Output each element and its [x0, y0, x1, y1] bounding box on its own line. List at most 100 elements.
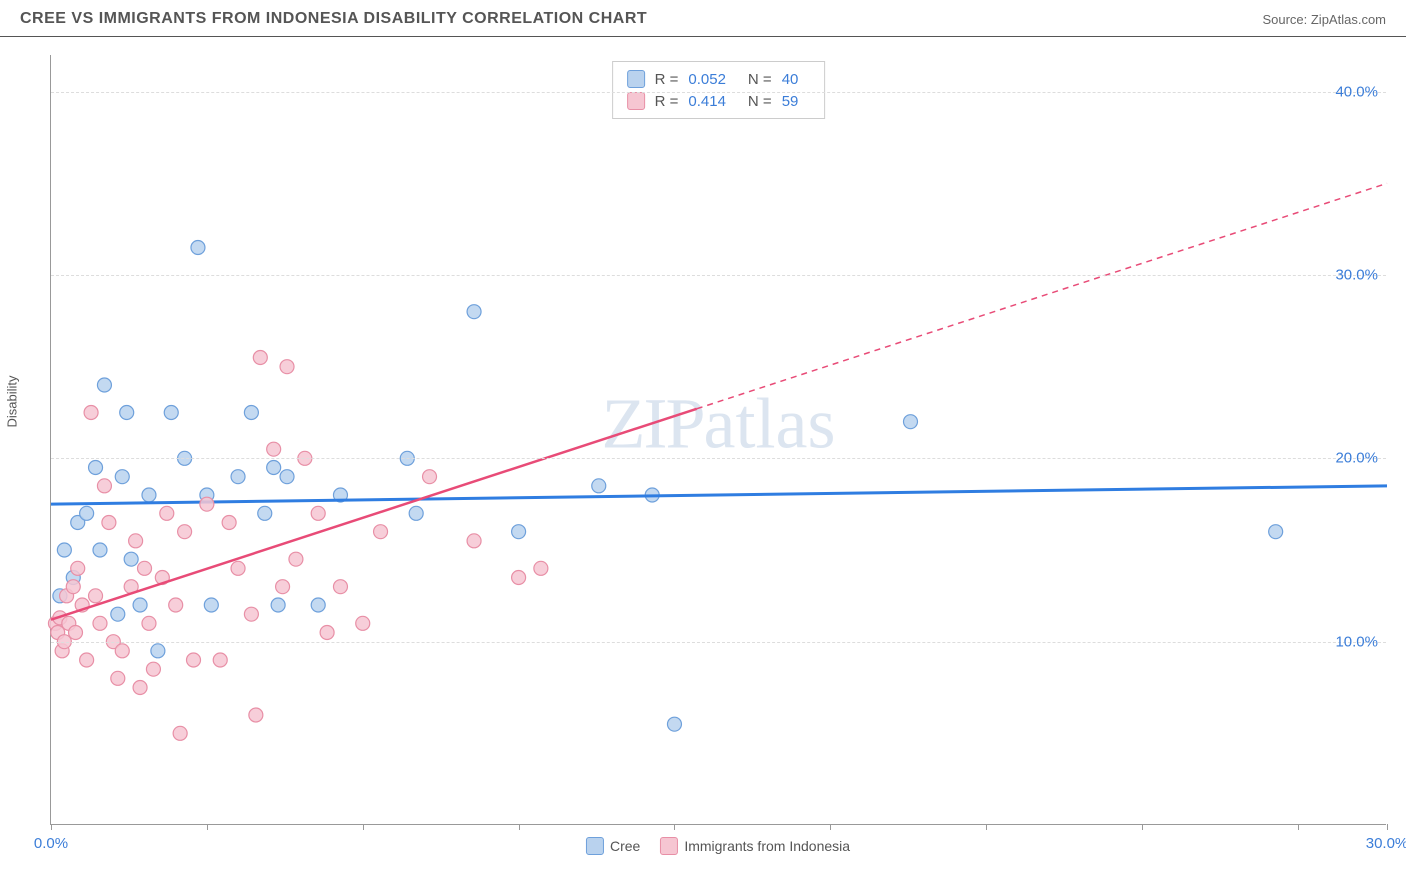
y-tick-label: 10.0% [1335, 633, 1378, 650]
trend-line [51, 409, 697, 620]
x-tick [363, 824, 364, 830]
plot-svg [51, 55, 1386, 824]
chart-title: CREE VS IMMIGRANTS FROM INDONESIA DISABI… [20, 10, 647, 28]
stat-n-value: 59 [782, 93, 799, 110]
legend-stats-row: R = 0.414 N = 59 [627, 90, 811, 112]
x-tick-label: 0.0% [34, 835, 68, 852]
gridline [51, 275, 1386, 276]
scatter-point [142, 488, 156, 502]
scatter-point [467, 534, 481, 548]
scatter-point [66, 580, 80, 594]
scatter-point [200, 497, 214, 511]
y-tick-label: 20.0% [1335, 450, 1378, 467]
scatter-point [271, 598, 285, 612]
gridline [51, 642, 1386, 643]
legend-item: Cree [586, 837, 640, 855]
scatter-point [280, 360, 294, 374]
scatter-point [187, 653, 201, 667]
bottom-legend: Cree Immigrants from Indonesia [586, 837, 850, 855]
stat-r-label: R = [655, 93, 679, 110]
x-tick [830, 824, 831, 830]
scatter-point [71, 561, 85, 575]
scatter-point [667, 717, 681, 731]
y-tick-label: 40.0% [1335, 83, 1378, 100]
trend-line-extrapolated [697, 183, 1387, 408]
scatter-point [280, 470, 294, 484]
y-axis-label: Disability [5, 375, 20, 427]
legend-stats-row: R =0.052N =40 [627, 68, 811, 90]
scatter-point [289, 552, 303, 566]
scatter-point [258, 506, 272, 520]
scatter-point [467, 305, 481, 319]
x-tick [207, 824, 208, 830]
scatter-point [903, 415, 917, 429]
scatter-point [97, 378, 111, 392]
legend-label: Cree [610, 838, 640, 854]
gridline [51, 458, 1386, 459]
scatter-point [89, 461, 103, 475]
scatter-point [244, 406, 258, 420]
scatter-point [222, 516, 236, 530]
scatter-point [178, 525, 192, 539]
scatter-point [151, 644, 165, 658]
stat-r-value: 0.414 [688, 93, 726, 110]
scatter-point [115, 470, 129, 484]
scatter-point [276, 580, 290, 594]
legend-swatch [660, 837, 678, 855]
chart-area: ZIPatlas R =0.052N =40R =0.414N =59 10.0… [50, 55, 1386, 825]
scatter-point [160, 506, 174, 520]
scatter-point [592, 479, 606, 493]
trend-line [51, 486, 1387, 504]
x-tick [51, 824, 52, 830]
scatter-point [311, 506, 325, 520]
x-tick-label: 30.0% [1366, 835, 1406, 852]
scatter-point [138, 561, 152, 575]
scatter-point [102, 516, 116, 530]
scatter-point [120, 406, 134, 420]
gridline [51, 92, 1386, 93]
scatter-point [253, 351, 267, 365]
scatter-point [320, 626, 334, 640]
stat-r-value: 0.052 [688, 71, 726, 88]
legend-swatch [627, 70, 645, 88]
legend-stats-box: R = 0.052 N = 40 R = 0.414 N = 59 [612, 61, 826, 119]
x-tick [519, 824, 520, 830]
legend-label: Immigrants from Indonesia [684, 838, 850, 854]
scatter-point [93, 616, 107, 630]
scatter-point [534, 561, 548, 575]
chart-header: CREE VS IMMIGRANTS FROM INDONESIA DISABI… [0, 0, 1406, 37]
scatter-point [133, 681, 147, 695]
scatter-point [333, 580, 347, 594]
scatter-point [231, 561, 245, 575]
scatter-point [97, 479, 111, 493]
scatter-point [89, 589, 103, 603]
scatter-point [80, 653, 94, 667]
legend-swatch [586, 837, 604, 855]
scatter-point [356, 616, 370, 630]
scatter-point [191, 241, 205, 255]
scatter-point [512, 571, 526, 585]
scatter-point [115, 644, 129, 658]
scatter-point [57, 543, 71, 557]
stat-n-value: 40 [782, 71, 799, 88]
scatter-point [164, 406, 178, 420]
scatter-point [129, 534, 143, 548]
legend-item: Immigrants from Indonesia [660, 837, 850, 855]
scatter-point [169, 598, 183, 612]
scatter-point [423, 470, 437, 484]
scatter-point [173, 726, 187, 740]
stat-r-label: R = [655, 71, 679, 88]
stat-n-label: N = [748, 93, 772, 110]
y-tick-label: 30.0% [1335, 267, 1378, 284]
scatter-point [244, 607, 258, 621]
scatter-point [146, 662, 160, 676]
scatter-point [80, 506, 94, 520]
scatter-point [84, 406, 98, 420]
legend-swatch [627, 92, 645, 110]
plot-region: ZIPatlas R =0.052N =40R =0.414N =59 10.0… [50, 55, 1386, 825]
scatter-point [1269, 525, 1283, 539]
scatter-point [311, 598, 325, 612]
scatter-point [124, 552, 138, 566]
scatter-point [231, 470, 245, 484]
scatter-point [133, 598, 147, 612]
